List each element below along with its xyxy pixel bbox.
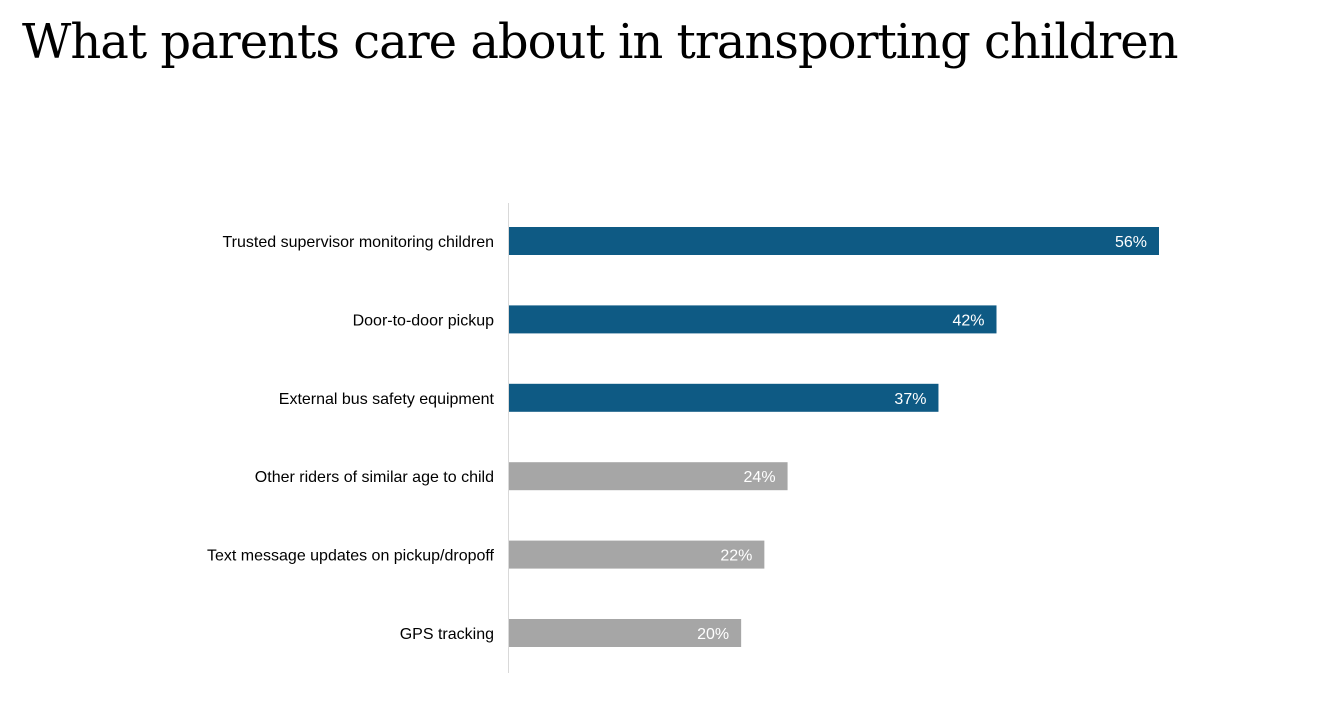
bar: [509, 305, 997, 334]
value-label: 56%: [1115, 234, 1147, 251]
bar: [509, 462, 788, 491]
category-label: GPS tracking: [400, 626, 494, 643]
bar-group: Trusted supervisor monitoring children 56…: [207, 227, 1159, 647]
bar: [509, 619, 742, 647]
value-label: 42%: [952, 312, 984, 329]
value-label: 20%: [697, 626, 729, 643]
value-label: 24%: [744, 469, 776, 486]
bar: [509, 540, 765, 569]
page-title: What parents care about in transporting …: [22, 14, 1179, 70]
bar: [509, 383, 939, 412]
bar: [509, 227, 1159, 255]
category-label: Trusted supervisor monitoring children: [222, 234, 494, 251]
value-label: 22%: [720, 548, 752, 565]
category-label: Text message updates on pickup/dropoff: [207, 548, 495, 565]
category-label: External bus safety equipment: [279, 391, 495, 408]
category-label: Door-to-door pickup: [353, 312, 495, 329]
value-label: 37%: [894, 391, 926, 408]
category-label: Other riders of similar age to child: [255, 469, 494, 486]
